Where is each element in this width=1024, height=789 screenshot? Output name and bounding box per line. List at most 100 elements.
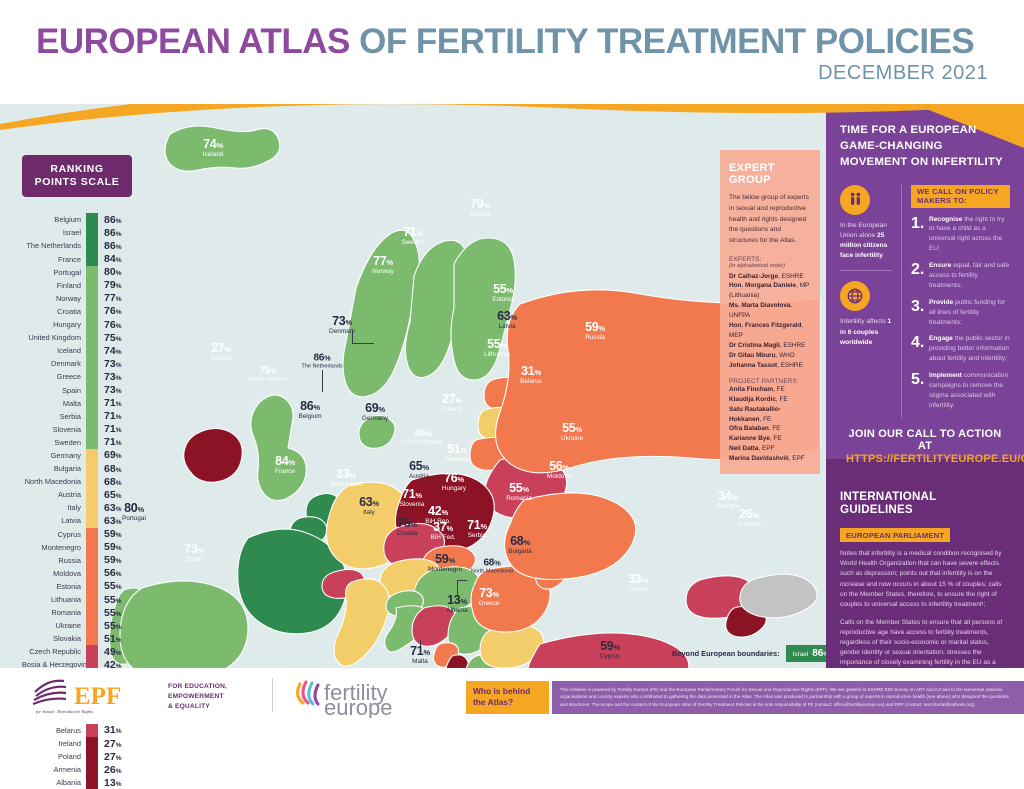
poster-header: EUROPEAN ATLAS OF FERTILITY TREATMENT PO… [0,0,1024,104]
ranking-row: Armenia 26% [22,763,132,777]
policy-ask: 1. Recognise the right to try to have a c… [911,215,1010,255]
stat-world-bold: 1 in 6 couples worldwide [840,318,892,346]
ranking-country: Armenia [53,765,81,775]
who-behind-l1: Who is behind [473,686,531,696]
ranking-color-bar [86,592,98,607]
person-org: FE [772,425,781,433]
svg-text:europe: europe [324,695,393,718]
footer-disclaimer: This initiative is powered by Fertility … [552,681,1024,714]
person-name: Anita Fincham [729,385,774,393]
person-entry: Johanna Tassot, ESHRE [729,361,803,369]
ranking-row: Portugal 80% [22,265,132,279]
ranking-color-bar [86,462,98,476]
map-country-value: 75% [259,365,277,377]
right-sidebar: TIME FOR A EUROPEAN GAME-CHANGING MOVEME… [826,104,1024,724]
europe-map-svg: .g1{fill:#2f8a4f}.g2{fill:#7cbb6e}.y1{fi… [108,125,821,723]
person-entry: Dr Calhaz-Jorge, ESHRE [729,272,804,280]
ranking-row: Denmark 73% [22,357,132,371]
person-entry: Klaudija Kordic, FE [729,395,788,403]
map-country-name: Austria [409,472,429,480]
map-country-value: 71% [467,518,487,533]
ranking-value: 42% [104,658,122,671]
map-country-value: 33% [336,467,356,482]
ranking-heading-line1: RANKING [50,163,104,175]
map-country-label: 71% Serbia [467,519,487,539]
map-country-name: Switzerland [329,480,363,488]
person-name: Klaudija Kordic [729,395,776,403]
map-country-name: Georgia [716,502,740,510]
ranking-value: 63% [104,514,122,527]
map-country-label: 77% Norway [372,255,394,275]
ranking-color-bar [86,239,98,253]
person-entry: Hon. Frances Fitzgerald, MEP [729,322,804,340]
ranking-country: Czech Republic [29,647,81,657]
ranking-value: 51% [104,632,122,645]
epf-tagline-l2: EMPOWERMENT [168,692,224,700]
guidelines-title: INTERNATIONAL GUIDELINES [840,489,937,516]
ranking-country: Italy [67,503,81,513]
ask-bold: Engage [929,335,953,343]
poster-footer: EPF for Sexual · Reproductive Rights FOR… [0,668,1024,724]
person-org: UNFPA [729,312,751,320]
call-to-action[interactable]: JOIN OUR CALL TO ACTION AT HTTPS://FERTI… [840,418,1024,477]
ranking-value: 73% [104,384,122,397]
map-country-name: Germany [361,414,389,422]
ranking-country: Austria [57,490,81,500]
map-country-value: 71% [403,225,423,240]
person-org: MP (Lithuania) [729,282,810,300]
map-country-label: 59% Montenegro [428,553,462,573]
map-country-label: 74% Iceland [203,138,224,158]
map-country-name: Finland [469,210,491,218]
map-country-name: Belarus [520,377,542,385]
person-org: ESHRE [783,342,806,349]
israel-name: Israel [792,651,809,658]
map-country-name: The Netherlands [301,363,343,370]
who-is-behind-button[interactable]: Who is behind the Atlas? [466,681,549,714]
map-country-name: Moldova [546,472,572,480]
ranking-country: Cyprus [57,529,81,539]
svg-text:EPF: EPF [74,683,121,710]
leader-line-albania-h [457,580,467,581]
map-country-value: 27% [211,341,231,356]
map-country-value: 68% [510,534,530,549]
map-country-name: Serbia [467,531,487,539]
ranking-value: 27% [104,750,122,763]
ranking-color-bar [86,422,98,436]
cta-url[interactable]: HTTPS://FERTILITYEUROPE.EU/CTA/ [846,452,1024,465]
stat-eu: In the European Union alone 25 million c… [840,221,892,262]
person-org: EPF [792,455,805,463]
person-org: FE [779,395,788,403]
ranking-row: Malta 71% [22,396,132,410]
ranking-value: 55% [104,619,122,632]
ranking-color-bar [86,776,98,789]
map-country-value: 86% [313,352,331,364]
map-country-label: 79% Finland [470,198,491,218]
map-country-name: Albania [446,606,468,614]
ranking-color-bar [86,750,98,764]
ranking-country: Belarus [55,725,81,735]
leader-line-denmark [352,332,353,344]
ranking-color-bar [86,252,98,266]
ranking-row: Ukraine 55% [22,619,132,633]
person-org: ESHRE [780,361,803,369]
expert-group-title: EXPERT GROUP [729,162,811,186]
map-country-label: 73% Denmark [329,315,355,335]
map-country-value: 73% [184,542,204,557]
map-country-label: 59% Cyprus [600,640,620,660]
map-country-name: Slovakia [444,455,470,463]
epf-tagline-l3: & EQUALITY [168,702,210,710]
ranking-value: 76% [104,318,122,331]
ranking-country: North Macedonia [24,477,81,487]
map-country-value: 65% [409,459,429,474]
map-country-name: Cyprus [599,652,621,660]
ranking-value: 71% [104,423,122,436]
ranking-row: Cyprus 59% [22,527,132,541]
ranking-value: 76% [104,305,122,318]
ranking-country: Latvia [61,516,81,526]
map-country-name: Montenegro [427,565,463,573]
person-name: Hon. Frances Fitzgerald [729,322,802,330]
person-entry: Marina Davidashvili, EPF [729,455,805,463]
map-country-value: 49% [414,428,432,440]
ranking-value: 55% [104,580,122,593]
ranking-value: 86% [104,213,122,226]
